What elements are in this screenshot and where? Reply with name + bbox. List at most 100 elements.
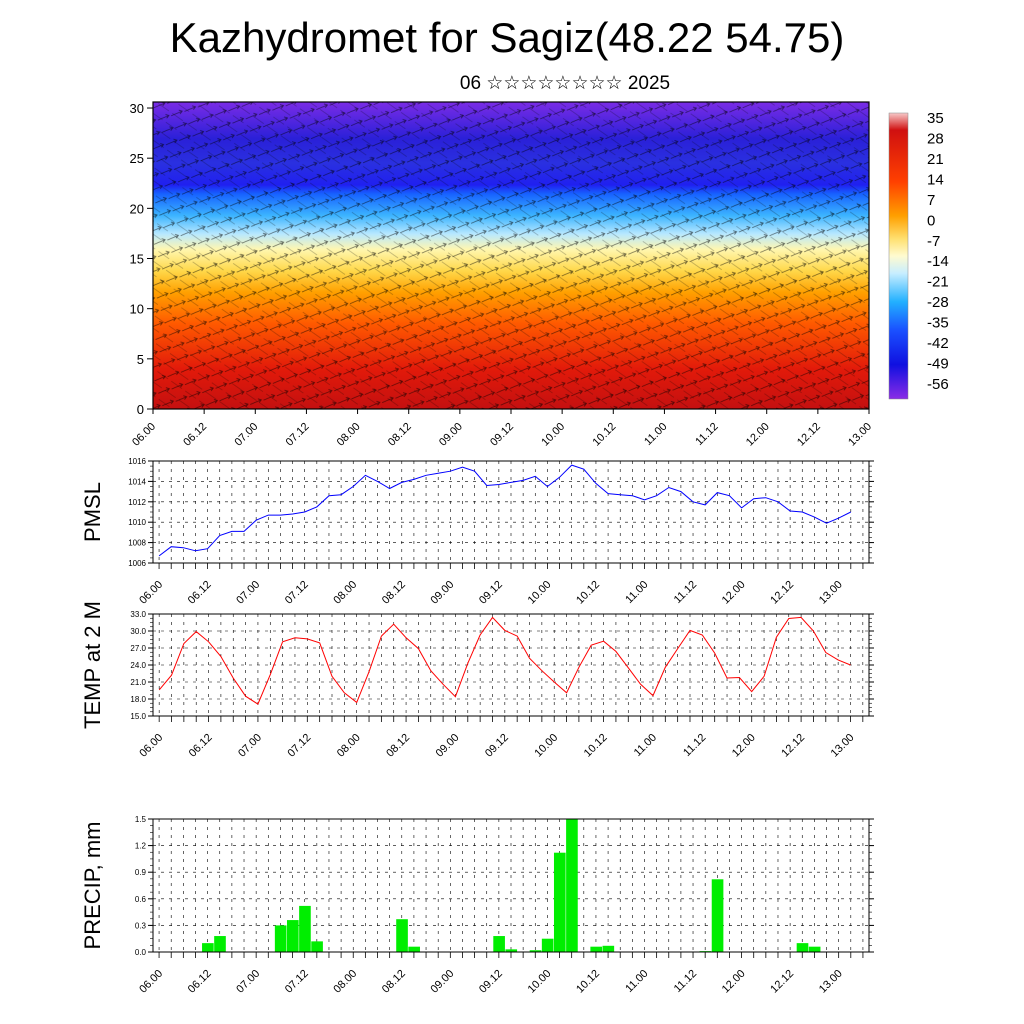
x-tick-label: 07.12 xyxy=(283,579,311,607)
x-tick-label: 09.00 xyxy=(434,732,462,760)
y-tick-label: 21.0 xyxy=(130,678,146,687)
x-tick-label: 06.12 xyxy=(186,968,214,996)
x-tick-label: 06.12 xyxy=(187,732,215,760)
wind-vectors xyxy=(153,102,869,409)
y-axis-title: TEMP at 2 M xyxy=(80,601,105,729)
x-tick-label: 10.00 xyxy=(526,579,554,607)
cross-section-panel: 0 5 10 15 20 25 30 06.00 06.12 07.00 07.12 08.00 08.… xyxy=(130,101,875,449)
x-tick-label: 12.12 xyxy=(768,968,796,996)
colorbar-label: -7 xyxy=(927,233,940,250)
temp-panel: 33.0 30.0 27.0 24.0 21.0 18.0 15.0 06.00 06.12 07… xyxy=(80,601,874,760)
precip-bar xyxy=(602,945,615,952)
x-tick-label: 10.00 xyxy=(539,421,567,449)
precip-bar xyxy=(553,852,566,952)
x-tick-label: 13.00 xyxy=(817,968,845,996)
x-tick-label: 08.12 xyxy=(386,421,414,449)
colorbar-label: -56 xyxy=(927,376,949,393)
x-tick-label: 07.12 xyxy=(284,421,312,449)
precip-bar xyxy=(286,920,299,952)
precip-bar xyxy=(408,946,420,952)
y-axis-title: PMSL xyxy=(80,482,105,542)
precip-bar xyxy=(711,879,724,952)
colorbar-label: -21 xyxy=(927,274,949,291)
x-tick-label: 12.12 xyxy=(795,421,823,449)
x-tick-label: 12.00 xyxy=(720,968,748,996)
y-axis-title: PRECIP, mm xyxy=(80,822,105,950)
x-tick-label: 12.12 xyxy=(768,579,796,607)
y-tick-label: 0 xyxy=(137,402,144,417)
y-tick-label: 0.3 xyxy=(135,921,147,930)
x-tick-label: 11.12 xyxy=(672,968,699,995)
x-tick-label: 06.00 xyxy=(137,579,165,607)
precip-bar xyxy=(274,925,287,952)
y-tick-label: 0.9 xyxy=(135,868,147,877)
colorbar-label: -42 xyxy=(927,335,949,352)
precip-bar xyxy=(202,943,214,952)
x-tick-label: 13.00 xyxy=(846,421,874,449)
colorbar-label: 7 xyxy=(927,192,935,209)
precip-bar xyxy=(396,919,408,952)
series-line xyxy=(158,464,852,557)
x-tick-label: 06.00 xyxy=(130,421,158,449)
y-tick-label: 30 xyxy=(130,101,144,116)
y-tick-label: 27.0 xyxy=(130,644,146,653)
x-tick-label: 10.12 xyxy=(582,732,610,760)
y-tick-label: 18.0 xyxy=(130,695,146,704)
x-tick-label: 08.12 xyxy=(380,968,408,996)
series-line xyxy=(158,616,851,705)
x-tick-label: 10.12 xyxy=(574,968,602,996)
y-tick-label: 30.0 xyxy=(130,627,146,636)
x-tick-label: 09.12 xyxy=(488,421,516,449)
colorbar-label: -49 xyxy=(927,356,949,373)
x-tick-label: 06.12 xyxy=(186,579,214,607)
precip-bar xyxy=(505,949,518,952)
x-tick-label: 10.00 xyxy=(526,968,554,996)
y-tick-label: 15.0 xyxy=(130,712,146,721)
colorbar-fill xyxy=(889,113,908,399)
colorbar: 35 28 21 14 7 0 -7 -14 -21 -28 -35 -42 -49 -56 xyxy=(888,110,949,400)
y-tick-label: 20 xyxy=(130,201,144,216)
colorbar-label: -35 xyxy=(927,315,949,332)
colorbar-label: 0 xyxy=(927,212,935,229)
y-tick-label: 15 xyxy=(130,252,144,267)
precip-bar xyxy=(590,946,603,952)
x-tick-label: 07.00 xyxy=(236,732,264,760)
precip-bar xyxy=(529,950,542,952)
precip-panel: 1.5 1.2 0.9 0.6 0.3 0.0 06.00 06.12 07.00 07.12 08… xyxy=(80,815,874,996)
chart-title: Kazhydromet for Sagiz(48.22 54.75) xyxy=(169,14,845,61)
x-tick-label: 09.00 xyxy=(428,579,456,607)
precip-bar xyxy=(541,938,554,952)
y-tick-label: 10 xyxy=(130,302,144,317)
x-tick-label: 11.00 xyxy=(642,421,669,448)
x-tick-label: 10.00 xyxy=(532,732,560,760)
precip-bar xyxy=(796,943,809,952)
panel-frame xyxy=(152,613,870,717)
x-tick-label: 07.12 xyxy=(283,968,311,996)
y-tick-label: 1010 xyxy=(128,518,146,527)
x-tick-label: 09.12 xyxy=(483,732,511,760)
precip-bar xyxy=(214,936,226,952)
x-tick-label: 11.00 xyxy=(623,968,650,995)
x-tick-label: 08.12 xyxy=(380,579,408,607)
colorbar-label: -14 xyxy=(927,253,949,270)
y-tick-label: 1012 xyxy=(128,498,146,507)
x-tick-label: 11.00 xyxy=(632,732,659,759)
x-tick-label: 09.00 xyxy=(428,968,456,996)
y-tick-label: 1014 xyxy=(128,477,146,486)
precip-bar xyxy=(493,936,505,952)
y-tick-label: 25 xyxy=(130,151,144,166)
colorbar-label: -28 xyxy=(927,294,949,311)
y-tick-label: 33.0 xyxy=(130,610,146,619)
precip-bar xyxy=(299,905,311,952)
x-tick-label: 13.00 xyxy=(829,732,857,760)
y-tick-label: 1016 xyxy=(128,457,146,466)
y-tick-label: 1008 xyxy=(128,539,146,548)
colorbar-label: 28 xyxy=(927,130,944,147)
x-tick-label: 07.00 xyxy=(232,421,260,449)
colorbar-label: 35 xyxy=(927,110,944,127)
precip-bar xyxy=(311,941,323,952)
x-tick-label: 13.00 xyxy=(817,579,845,607)
colorbar-frame xyxy=(888,112,909,400)
x-tick-label: 09.00 xyxy=(437,421,465,449)
